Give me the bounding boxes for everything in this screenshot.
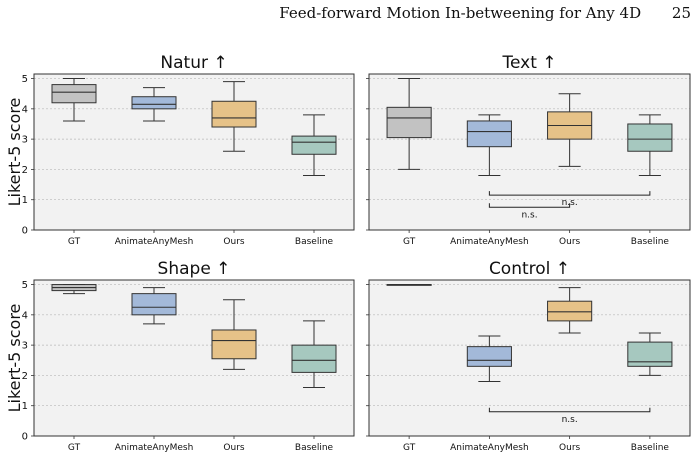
- x-tick-label-baseline: Baseline: [295, 237, 334, 247]
- box-ours: [211, 81, 257, 152]
- x-tick-label-gt: GT: [68, 443, 81, 453]
- bracket-label: n.s.: [562, 198, 578, 208]
- panel-2: GT AnimateAnyMesh Ours Baseline n.s. n.s. Text…: [366, 53, 691, 247]
- box-iqr: [466, 120, 512, 148]
- bracket-label: n.s.: [521, 210, 537, 220]
- box-baseline: [627, 114, 673, 176]
- box-iqr: [291, 135, 337, 155]
- box-iqr: [211, 100, 257, 128]
- panel-4: GT AnimateAnyMesh Ours Baseline n.s. Control …: [366, 259, 691, 453]
- bracket-line: [488, 191, 651, 196]
- y-tick-label: 5: [22, 280, 28, 291]
- box-iqr: [211, 329, 257, 360]
- y-axis-label: Likert-5 score: [5, 304, 24, 413]
- bracket-label: n.s.: [562, 415, 578, 425]
- plot-frame: [33, 279, 355, 437]
- page-number: 25: [671, 4, 691, 22]
- panel-3: 0 1 2 3 4 5 GT AnimateAnyMesh Ours Baseline Shape …: [5, 259, 355, 453]
- y-tick-label: 1: [22, 401, 28, 412]
- x-tick-label-animateanymesh: AnimateAnyMesh: [115, 443, 194, 453]
- x-tick-label-ours: Ours: [559, 443, 580, 453]
- x-tick-label-gt: GT: [68, 237, 81, 247]
- bracket-line: [488, 407, 651, 413]
- box-baseline: [291, 320, 337, 389]
- x-tick-label-ours: Ours: [223, 443, 244, 453]
- x-tick-label-gt: GT: [403, 443, 416, 453]
- panel-1: 0 1 2 3 4 5 GT AnimateAnyMesh Ours Baseline Natur …: [5, 53, 355, 247]
- box-animateanymesh: [466, 114, 512, 176]
- box-iqr: [386, 106, 432, 139]
- plot-frame: [33, 73, 355, 231]
- y-tick-label: 5: [22, 74, 28, 85]
- y-tick-label: 3: [22, 135, 28, 146]
- box-animateanymesh: [131, 287, 177, 325]
- box-gt: [386, 283, 432, 286]
- y-axis-label: Likert-5 score: [5, 98, 24, 207]
- panel-title: Control ↑: [489, 259, 570, 279]
- box-iqr: [627, 341, 673, 367]
- x-tick-label-gt: GT: [403, 237, 416, 247]
- box-animateanymesh: [131, 87, 177, 122]
- running-title: Feed-forward Motion In-betweening for An…: [279, 4, 642, 22]
- significance-bracket: n.s.: [488, 191, 651, 208]
- y-tick-label: 4: [22, 104, 28, 115]
- x-tick-label-baseline: Baseline: [631, 237, 670, 247]
- x-tick-label-baseline: Baseline: [295, 443, 334, 453]
- box-iqr: [627, 123, 673, 152]
- box-gt: [51, 78, 97, 122]
- box-iqr: [466, 346, 512, 367]
- y-tick-label: 1: [22, 195, 28, 206]
- box-gt: [386, 78, 432, 170]
- panel-title: Text ↑: [501, 53, 556, 73]
- box-baseline: [291, 114, 337, 176]
- y-tick-label: 2: [22, 371, 28, 382]
- box-iqr: [131, 293, 177, 316]
- box-ours: [211, 299, 257, 370]
- x-tick-label-ours: Ours: [559, 237, 580, 247]
- panel-title: Shape ↑: [158, 259, 231, 279]
- significance-bracket: n.s.: [488, 203, 571, 220]
- box-ours: [547, 287, 593, 334]
- y-tick-label: 2: [22, 165, 28, 176]
- plot-area: [369, 74, 690, 230]
- box-ours: [547, 93, 593, 167]
- bracket-line: [488, 203, 571, 208]
- box-iqr: [131, 96, 177, 110]
- x-tick-label-animateanymesh: AnimateAnyMesh: [450, 443, 529, 453]
- x-tick-label-ours: Ours: [223, 237, 244, 247]
- plot-frame: [368, 279, 691, 437]
- x-tick-label-animateanymesh: AnimateAnyMesh: [115, 237, 194, 247]
- significance-bracket: n.s.: [488, 407, 651, 425]
- box-iqr: [51, 84, 97, 104]
- y-tick-label: 0: [22, 432, 28, 443]
- box-iqr: [547, 300, 593, 322]
- x-tick-label-animateanymesh: AnimateAnyMesh: [450, 237, 529, 247]
- box-animateanymesh: [466, 335, 512, 382]
- box-baseline: [627, 332, 673, 376]
- box-iqr: [291, 344, 337, 373]
- panel-title: Natur ↑: [160, 53, 227, 73]
- y-tick-label: 4: [22, 310, 28, 321]
- plot-frame: [368, 73, 691, 231]
- running-header: Feed-forward Motion In-betweening for An…: [91, 4, 691, 22]
- y-tick-label: 0: [22, 226, 28, 237]
- y-tick-label: 3: [22, 341, 28, 352]
- box-gt: [51, 284, 97, 295]
- x-tick-label-baseline: Baseline: [631, 443, 670, 453]
